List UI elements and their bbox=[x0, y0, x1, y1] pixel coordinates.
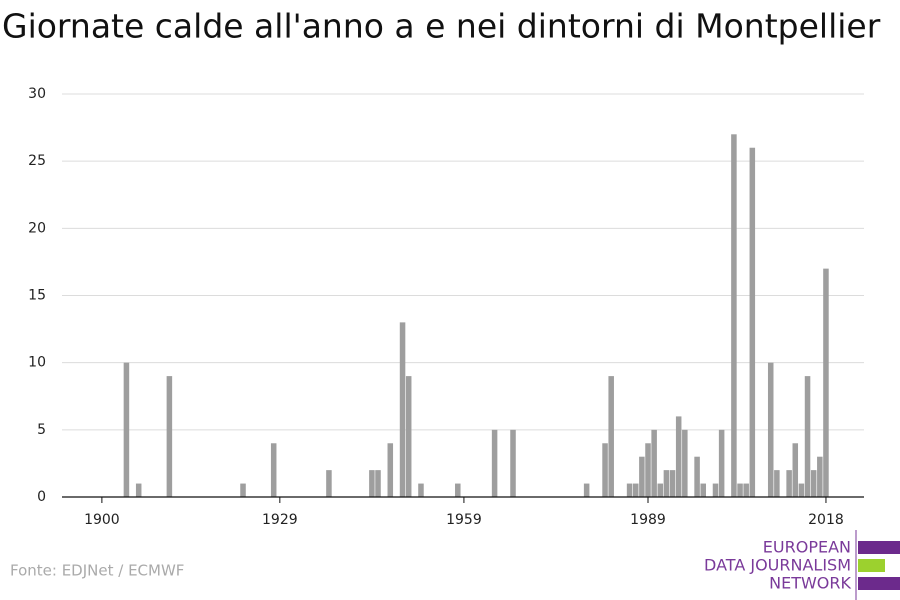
logo-text: EUROPEAN bbox=[763, 538, 851, 557]
y-tick-label: 25 bbox=[28, 153, 46, 169]
y-tick-label: 10 bbox=[28, 355, 46, 371]
bar bbox=[682, 429, 688, 497]
bar bbox=[645, 443, 651, 497]
bar bbox=[731, 134, 737, 498]
bar bbox=[657, 483, 664, 497]
y-tick-label: 0 bbox=[37, 489, 46, 505]
bar bbox=[270, 443, 277, 497]
bar bbox=[774, 470, 780, 497]
bar bbox=[749, 147, 756, 497]
bar bbox=[651, 429, 657, 497]
bar bbox=[786, 470, 792, 497]
y-tick-label: 15 bbox=[28, 288, 46, 304]
y-tick-label: 30 bbox=[28, 86, 46, 102]
bar bbox=[240, 483, 246, 497]
bar bbox=[718, 429, 725, 497]
bar bbox=[767, 362, 774, 497]
bar bbox=[694, 456, 700, 497]
bar bbox=[669, 470, 676, 497]
bar bbox=[817, 456, 823, 497]
x-tick-label: 1929 bbox=[262, 512, 298, 528]
bar bbox=[632, 483, 639, 497]
bar bbox=[700, 483, 706, 497]
x-tick-label: 1989 bbox=[630, 512, 666, 528]
bar bbox=[792, 443, 799, 497]
bar bbox=[663, 470, 670, 497]
bar bbox=[810, 470, 817, 497]
logo-text: DATA JOURNALISM bbox=[704, 556, 851, 575]
bar bbox=[166, 376, 173, 497]
bar bbox=[583, 483, 590, 497]
bar bbox=[510, 429, 516, 497]
bar bbox=[135, 483, 142, 497]
bar bbox=[712, 483, 719, 497]
source: Fonte: EDJNet / ECMWF bbox=[10, 562, 184, 580]
chart-title: Giornate calde all'anno a e nei dintorni… bbox=[2, 7, 881, 46]
logo-bar bbox=[858, 559, 885, 572]
bar bbox=[455, 483, 461, 497]
bar bbox=[418, 483, 424, 497]
bar bbox=[326, 470, 332, 497]
bar bbox=[675, 416, 682, 497]
logo-bar bbox=[858, 541, 900, 554]
bar bbox=[743, 483, 749, 497]
bar bbox=[491, 429, 498, 497]
y-tick-label: 20 bbox=[28, 220, 46, 236]
bar bbox=[798, 483, 805, 497]
x-tick-label: 2018 bbox=[808, 512, 844, 528]
x-tick-label: 1959 bbox=[446, 512, 482, 528]
logo-bar bbox=[858, 577, 900, 590]
bar bbox=[823, 268, 829, 497]
bar bbox=[375, 470, 381, 497]
x-tick-label: 1900 bbox=[84, 512, 120, 528]
y-tick-label: 5 bbox=[37, 422, 46, 438]
bar bbox=[399, 322, 406, 497]
bar bbox=[737, 483, 743, 497]
bar bbox=[602, 443, 608, 497]
bar bbox=[626, 483, 633, 497]
bar bbox=[639, 456, 645, 497]
bar bbox=[369, 470, 375, 497]
bar bbox=[387, 443, 394, 497]
logo-text: NETWORK bbox=[769, 574, 851, 593]
bar bbox=[804, 376, 811, 497]
bar bbox=[405, 376, 412, 497]
bar bbox=[123, 362, 130, 497]
bar bbox=[608, 376, 614, 497]
